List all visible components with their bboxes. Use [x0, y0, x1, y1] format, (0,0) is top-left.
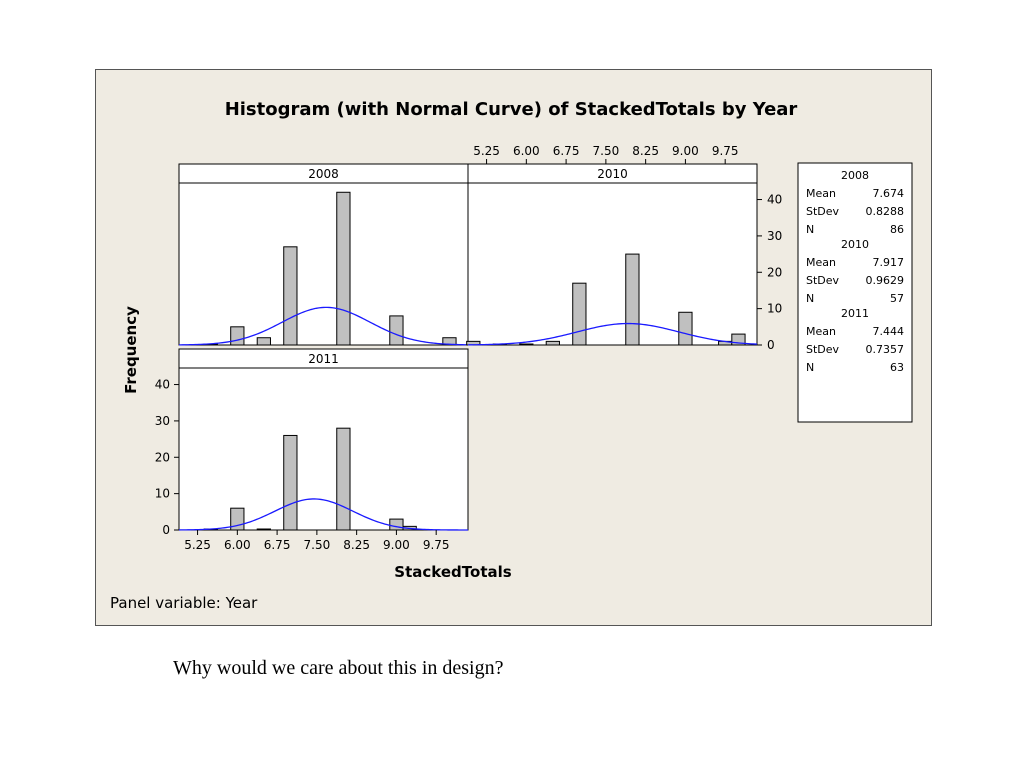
- y-tick-label-right: 30: [767, 229, 782, 243]
- chart-title: Histogram (with Normal Curve) of Stacked…: [225, 99, 798, 120]
- normal-curve-2008: [178, 306, 469, 346]
- legend-n-label: N: [806, 223, 814, 236]
- histogram-bar: [256, 337, 271, 346]
- legend-stdev-value: 0.8288: [866, 205, 905, 218]
- panel-plot-area-2008: [178, 182, 469, 346]
- x-tick-label-bottom: 7.50: [304, 538, 331, 552]
- legend-n-label: N: [806, 292, 814, 305]
- panel-strip-label-2008: 2008: [308, 167, 339, 181]
- legend-mean-value: 7.674: [873, 187, 905, 200]
- y-tick-label-right: 10: [767, 302, 782, 316]
- histogram-bar: [442, 337, 457, 346]
- legend-stdev-label: StDev: [806, 274, 840, 287]
- legend-stdev-label: StDev: [806, 343, 840, 356]
- stats-legend: 2008 Mean 7.674 StDev 0.8288 N 86 2010 Mean 7.917…: [797, 162, 913, 423]
- legend-mean-label: Mean: [806, 187, 836, 200]
- panel-plot-area-2011: [178, 367, 469, 531]
- x-tick-label-top: 9.75: [712, 144, 739, 158]
- axes-layer: 5.25 6.00 6.75 7.50 8.25 9.00 9.75 5.25 6.00 6.75…: [155, 144, 783, 552]
- histogram-bar: [256, 528, 271, 531]
- panel-strip-label-2011: 2011: [308, 352, 339, 366]
- y-tick-label-left: 20: [155, 450, 170, 464]
- x-tick-label-bottom: 6.00: [224, 538, 251, 552]
- panel-variable-label: Panel variable: Year: [110, 594, 258, 612]
- y-tick-label-left: 40: [155, 378, 170, 392]
- histogram-bar: [545, 340, 560, 346]
- y-tick-label-left: 0: [162, 523, 170, 537]
- histogram-panel-chart: Histogram (with Normal Curve) of Stacked…: [110, 99, 913, 612]
- stats-legend-box: [797, 162, 913, 423]
- legend-year-2008: 2008: [841, 169, 869, 182]
- x-tick-label-bottom: 9.00: [383, 538, 410, 552]
- x-tick-label-top: 5.25: [473, 144, 500, 158]
- legend-n-value: 63: [890, 361, 904, 374]
- x-tick-label-top: 9.00: [672, 144, 699, 158]
- histogram-bar: [731, 333, 746, 346]
- panel-2010: 2010: [466, 163, 758, 346]
- y-axis-label: Frequency: [122, 306, 140, 394]
- legend-mean-value: 7.444: [873, 325, 905, 338]
- panel-2011: 2011: [178, 348, 469, 531]
- x-tick-label-top: 8.25: [632, 144, 659, 158]
- legend-stdev-value: 0.7357: [866, 343, 905, 356]
- legend-year-2010: 2010: [841, 238, 869, 251]
- y-tick-label-left: 30: [155, 414, 170, 428]
- panels-layer: 2008 2010 2011: [178, 163, 758, 531]
- legend-year-2011: 2011: [841, 307, 869, 320]
- slide-caption: Why would we care about this in design?: [173, 657, 504, 679]
- legend-stdev-value: 0.9629: [866, 274, 905, 287]
- x-tick-label-top: 6.00: [513, 144, 540, 158]
- legend-mean-value: 7.917: [873, 256, 905, 269]
- x-tick-label-top: 6.75: [553, 144, 580, 158]
- panel-plot-area-2010: [467, 182, 758, 346]
- chart-figure: Histogram (with Normal Curve) of Stacked…: [95, 69, 932, 626]
- histogram-bar: [519, 343, 534, 346]
- x-tick-label-bottom: 9.75: [423, 538, 450, 552]
- histogram-bar: [283, 434, 298, 531]
- y-tick-label-right: 20: [767, 265, 782, 279]
- legend-n-value: 57: [890, 292, 904, 305]
- normal-curve-2010: [467, 322, 758, 346]
- y-tick-label-right: 40: [767, 193, 782, 207]
- x-tick-label-bottom: 6.75: [264, 538, 291, 552]
- legend-mean-label: Mean: [806, 325, 836, 338]
- x-tick-label-bottom: 5.25: [184, 538, 211, 552]
- histogram-bar: [336, 191, 351, 346]
- y-tick-label-right: 0: [767, 338, 775, 352]
- y-tick-label-left: 10: [155, 487, 170, 501]
- histogram-bar: [678, 311, 693, 346]
- histogram-bar: [572, 282, 587, 346]
- x-tick-label-top: 7.50: [593, 144, 620, 158]
- x-axis-label: StackedTotals: [394, 563, 511, 581]
- histogram-bar: [230, 326, 245, 346]
- histogram-bar: [389, 315, 404, 346]
- legend-n-value: 86: [890, 223, 904, 236]
- histogram-bar: [625, 253, 640, 346]
- histogram-bar: [336, 427, 351, 531]
- normal-curve-2011: [178, 498, 469, 531]
- histogram-bar: [389, 518, 404, 531]
- legend-n-label: N: [806, 361, 814, 374]
- histogram-bar: [283, 246, 298, 346]
- legend-mean-label: Mean: [806, 256, 836, 269]
- panel-strip-label-2010: 2010: [597, 167, 628, 181]
- legend-stdev-label: StDev: [806, 205, 840, 218]
- x-tick-label-bottom: 8.25: [343, 538, 370, 552]
- panel-2008: 2008: [178, 163, 469, 346]
